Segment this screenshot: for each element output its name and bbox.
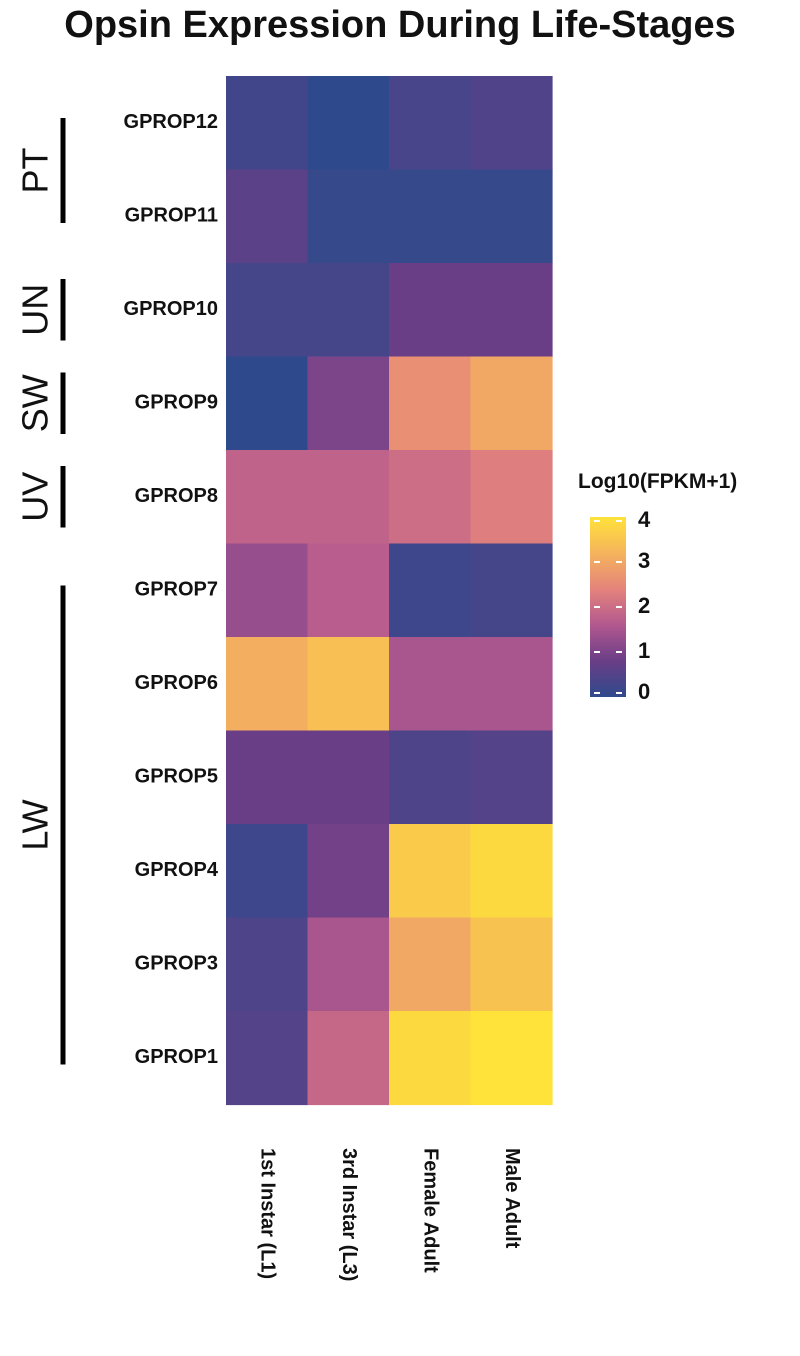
heatmap-cell (307, 169, 390, 264)
row-label: GPROP12 (124, 111, 218, 133)
row-label: GPROP6 (135, 672, 218, 694)
heatmap-cell (307, 1011, 390, 1106)
colorbar-title: Log10(FPKM+1) (578, 470, 738, 493)
heatmap-cell (307, 917, 390, 1012)
heatmap-cell (470, 169, 553, 264)
heatmap-cell (389, 543, 472, 638)
group-label: UN (15, 284, 56, 336)
group-label: PT (15, 147, 56, 193)
heatmap-cell (226, 637, 309, 732)
heatmap-cell (226, 450, 309, 545)
row-label: GPROP7 (135, 579, 218, 601)
colorbar-tick-label: 0 (638, 679, 650, 704)
row-labels: GPROP12 GPROP11 GPROP10 GPROP9 GPROP8 GPROP7 G… (124, 111, 219, 1068)
heatmap-cell (307, 356, 390, 451)
heatmap-cell (226, 543, 309, 638)
heatmap-cell (389, 637, 472, 732)
row-label: GPROP4 (135, 859, 219, 881)
chart-title: Opsin Expression During Life-Stages (64, 4, 736, 46)
heatmap-cell (226, 356, 309, 451)
colorbar-tick-label: 4 (638, 507, 651, 532)
heatmap-cell (389, 356, 472, 451)
heatmap-cell (470, 730, 553, 825)
heatmap-cell (389, 730, 472, 825)
heatmap-cell (307, 450, 390, 545)
row-label: GPROP3 (135, 953, 218, 975)
heatmap-cell (226, 730, 309, 825)
heatmap-cell (470, 637, 553, 732)
heatmap-cell (307, 730, 390, 825)
row-label: GPROP9 (135, 392, 218, 414)
heatmap-cell (470, 450, 553, 545)
column-labels: 1st Instar (L1) 3rd Instar (L3) Female Adu… (256, 1148, 523, 1281)
heatmap-cell (226, 1011, 309, 1106)
heatmap-cell (389, 263, 472, 358)
row-label: GPROP8 (135, 485, 218, 507)
heatmap-cell (226, 263, 309, 358)
group-label: SW (15, 374, 56, 432)
group-label: LW (15, 799, 56, 850)
row-label: GPROP10 (124, 298, 218, 320)
heatmap-cell (226, 76, 309, 171)
heatmap-cell (470, 543, 553, 638)
heatmap-cell (389, 917, 472, 1012)
heatmap-cell (470, 824, 553, 919)
row-label: GPROP1 (135, 1046, 218, 1068)
heatmap-cell (470, 263, 553, 358)
heatmap-cell (389, 824, 472, 919)
heatmap-cell (307, 637, 390, 732)
heatmap-cell (226, 917, 309, 1012)
heatmap-cell (226, 824, 309, 919)
heatmap-cell (389, 1011, 472, 1106)
heatmap-cell (226, 169, 309, 264)
heatmap-cell (470, 76, 553, 171)
colorbar-tick-label: 1 (638, 638, 650, 663)
heatmap-cell (307, 263, 390, 358)
heatmap-cell (307, 543, 390, 638)
heatmap-cells (226, 76, 553, 1106)
heatmap-cell (470, 1011, 553, 1106)
row-label: GPROP11 (125, 205, 218, 227)
heatmap-cell (307, 76, 390, 171)
column-label: 3rd Instar (L3) (338, 1148, 360, 1281)
column-label: Male Adult (501, 1148, 523, 1249)
heatmap-cell (389, 169, 472, 264)
group-label: UV (15, 472, 56, 522)
column-label: Female Adult (419, 1148, 441, 1273)
heatmap-cell (307, 824, 390, 919)
colorbar-tick-label: 2 (638, 593, 650, 618)
column-label: 1st Instar (L1) (256, 1148, 278, 1279)
heatmap-cell (470, 917, 553, 1012)
heatmap-cell (389, 76, 472, 171)
row-label: GPROP5 (135, 766, 218, 788)
row-groups: PT UN SW UV LW (15, 118, 66, 1065)
heatmap-cell (389, 450, 472, 545)
colorbar-ticks: 0 1 2 3 4 (594, 507, 651, 704)
colorbar: 0 1 2 3 4 (590, 507, 651, 704)
heatmap-cell (470, 356, 553, 451)
colorbar-tick-label: 3 (638, 548, 650, 573)
